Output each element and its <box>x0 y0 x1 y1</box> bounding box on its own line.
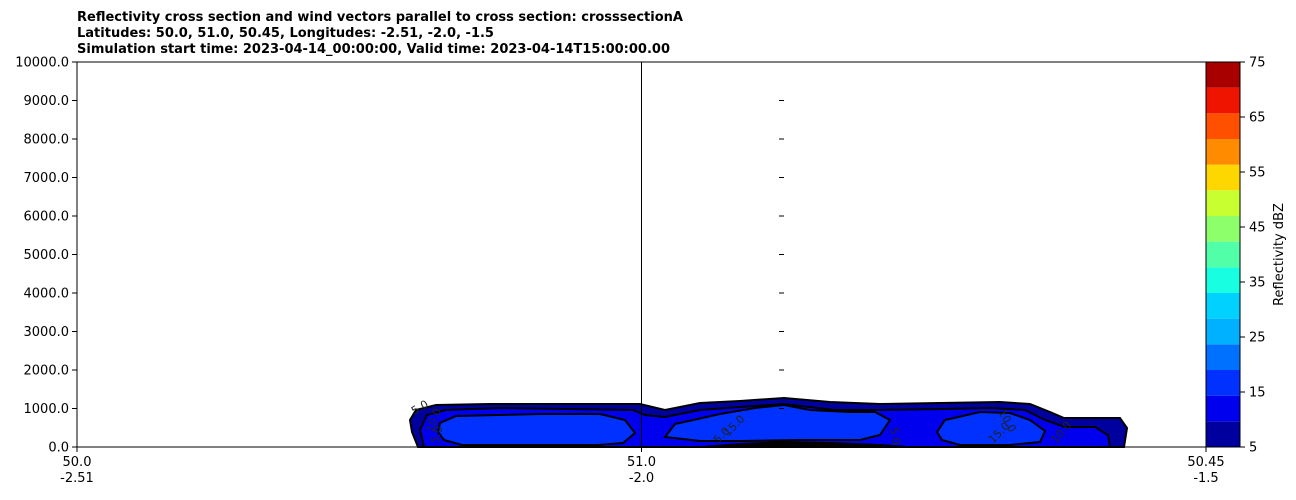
y-tick-label: 5000.0 <box>24 248 70 263</box>
colorbar-swatch <box>1206 87 1240 114</box>
colorbar-swatch <box>1206 293 1240 319</box>
colorbar-swatch <box>1206 421 1240 447</box>
colorbar-swatch <box>1206 190 1240 216</box>
colorbar-swatch <box>1206 370 1240 396</box>
colorbar-tick-label: 45 <box>1249 221 1266 236</box>
colorbar-swatch <box>1206 344 1240 370</box>
y-tick-label: 1000.0 <box>24 402 70 417</box>
colorbar-tick-label: 5 <box>1249 441 1257 456</box>
y-tick-label: 3000.0 <box>24 325 70 340</box>
x-tick-label-lat: 50.0 <box>63 455 92 470</box>
chart-title-line-3: Simulation start time: 2023-04-14_00:00:… <box>77 42 670 57</box>
colorbar-tick-label: 35 <box>1249 276 1266 291</box>
colorbar-swatch <box>1206 395 1240 422</box>
contour-label: 5.0 <box>887 426 903 445</box>
colorbar-swatch <box>1206 267 1240 293</box>
chart-title-line-2: Latitudes: 50.0, 51.0, 50.45, Longitudes… <box>77 26 494 41</box>
y-tick-label: 2000.0 <box>24 364 70 379</box>
x-tick-label-lat: 50.45 <box>1187 455 1224 470</box>
x-tick-label-lon: -2.51 <box>60 471 94 486</box>
y-tick-label: 7000.0 <box>24 171 70 186</box>
x-tick-label-lat: 51.0 <box>627 455 656 470</box>
plot-area: 5.0 10.0 5.0 5.0 15.0 5.0 15.0 10.0 10.0 <box>408 396 1129 448</box>
y-tick-label: 6000.0 <box>24 210 70 225</box>
reflectivity-region-15dbz-central <box>663 403 892 442</box>
y-tick-label: 8000.0 <box>24 133 70 148</box>
colorbar: 5 15 25 35 45 55 65 75 Reflectivity dBZ <box>1205 56 1287 456</box>
y-tick-label: 4000.0 <box>24 287 70 302</box>
x-tick-label-lon: -1.5 <box>1193 471 1218 486</box>
colorbar-tick-label: 75 <box>1249 56 1266 71</box>
colorbar-tick-label: 55 <box>1249 166 1266 181</box>
chart-title-block: Reflectivity cross section and wind vect… <box>77 10 683 57</box>
x-tick-label-lon: -2.0 <box>629 471 654 486</box>
colorbar-swatch <box>1206 318 1240 345</box>
colorbar-swatch <box>1206 62 1240 88</box>
colorbar-tick-label: 25 <box>1249 331 1266 346</box>
reflectivity-region-15dbz-west <box>436 413 637 446</box>
reflectivity-region-15dbz-east <box>935 410 1047 446</box>
axes: 0.0 1000.0 2000.0 3000.0 4000.0 5000.0 6000.0 7… <box>15 56 1224 487</box>
colorbar-swatch <box>1206 164 1240 191</box>
colorbar-tick-label: 15 <box>1249 386 1266 401</box>
colorbar-swatch <box>1206 216 1240 242</box>
terrain-band <box>690 441 920 447</box>
colorbar-swatch <box>1206 241 1240 268</box>
contour-label: 5.0 <box>428 425 445 445</box>
y-tick-label: 9000.0 <box>24 94 70 109</box>
colorbar-tick-label: 65 <box>1249 111 1266 126</box>
colorbar-swatch <box>1206 113 1240 139</box>
colorbar-label: Reflectivity dBZ <box>1272 203 1287 306</box>
colorbar-frame <box>1205 61 1241 448</box>
y-tick-label: 0.0 <box>48 441 69 456</box>
y-tick-label: 10000.0 <box>15 56 69 71</box>
colorbar-swatch <box>1206 139 1240 165</box>
chart-title-line-1: Reflectivity cross section and wind vect… <box>77 10 683 25</box>
